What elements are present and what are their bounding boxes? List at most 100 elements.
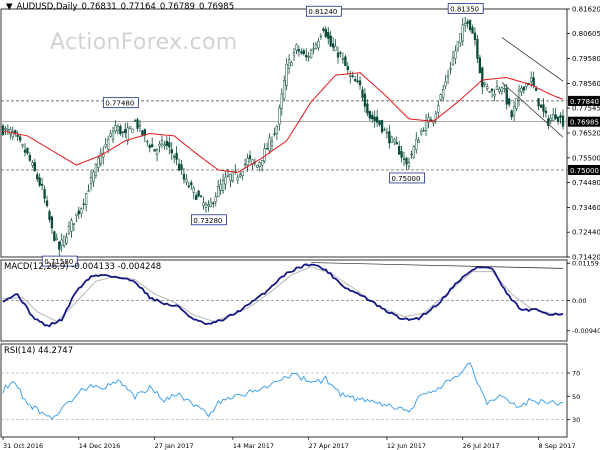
candle-body: [302, 50, 305, 54]
candle-body: [336, 52, 340, 58]
candle-body: [219, 184, 222, 191]
candle-body: [168, 142, 171, 148]
candle-body: [38, 177, 41, 186]
candle-body: [378, 120, 381, 125]
price-level-box: [568, 95, 600, 106]
x-axis-label: 12 Jun 2017: [387, 442, 426, 450]
candle-body: [292, 52, 296, 56]
high-value: 0.77164: [120, 2, 156, 12]
price-annotation-label: 0.81350: [450, 6, 479, 14]
candle-body: [9, 129, 12, 135]
moving-average-line: [2, 72, 564, 173]
channel-lower-line: [501, 82, 564, 138]
rsi-panel-frame: [0, 343, 568, 438]
macd-signal-line: [2, 266, 564, 322]
candle-body: [522, 86, 526, 91]
candle-body: [243, 163, 247, 166]
price-annotation-label: 0.81240: [308, 8, 337, 16]
candle-body: [525, 83, 528, 87]
candle-body: [488, 91, 491, 93]
rsi-tick-label: 30: [572, 416, 580, 424]
candle-body: [476, 38, 479, 59]
candle-body: [258, 162, 261, 167]
candle-body: [290, 62, 293, 66]
candle-body: [48, 211, 51, 220]
candle-body: [4, 128, 7, 130]
collapse-arrow-icon[interactable]: ▼: [6, 2, 13, 12]
candle-body: [114, 125, 117, 132]
candle-body: [192, 187, 195, 193]
candle-body: [439, 94, 442, 100]
candle-body: [241, 171, 244, 176]
candle-body: [449, 68, 452, 70]
price-annotation-box: [305, 5, 342, 17]
candle-body: [542, 104, 545, 112]
candle-body: [217, 186, 220, 198]
candle-body: [31, 162, 34, 166]
candle-body: [459, 33, 462, 44]
x-axis-label: 8 Sep 2017: [539, 442, 576, 450]
candle-body: [351, 75, 354, 77]
candle-body: [490, 88, 494, 92]
candle-body: [204, 203, 208, 208]
candle-body: [390, 136, 393, 143]
candle-body: [77, 210, 80, 215]
candle-body: [251, 159, 254, 165]
candle-body: [195, 195, 198, 200]
price-annotation-box: [191, 214, 227, 226]
x-axis-label: 27 Jan 2017: [155, 442, 194, 450]
candle-body: [312, 48, 315, 50]
candle-body: [207, 204, 210, 207]
candle-body: [18, 136, 22, 141]
candle-body: [58, 241, 61, 250]
candle-body: [464, 23, 467, 26]
candle-body: [552, 114, 555, 121]
candle-body: [481, 67, 484, 88]
price-tick-label: 0.73460: [572, 204, 600, 212]
candle-body: [385, 131, 389, 134]
candle-body: [295, 44, 298, 51]
candle-body: [478, 57, 482, 74]
macd-tick-label: -0.009406: [572, 327, 600, 335]
candle-body: [503, 87, 506, 90]
candle-body: [84, 193, 88, 205]
candle-body: [466, 21, 469, 24]
candle-body: [327, 31, 330, 39]
candle-body: [36, 174, 39, 180]
candle-body: [224, 176, 227, 185]
candle-body: [275, 126, 279, 134]
candle-body: [530, 77, 533, 82]
candle-body: [341, 58, 345, 60]
candle-body: [398, 146, 401, 155]
candle-body: [70, 220, 73, 232]
candle-body: [307, 56, 310, 58]
candle-body: [55, 237, 58, 240]
candle-body: [383, 129, 386, 131]
candle-body: [23, 149, 27, 153]
candle-body: [373, 116, 376, 122]
candle-body: [256, 164, 259, 168]
candle-body: [185, 178, 188, 183]
candle-body: [412, 146, 415, 158]
candle-body: [87, 190, 90, 193]
candle-body: [544, 110, 548, 114]
candle-body: [146, 141, 149, 143]
candle-body: [375, 116, 379, 123]
macd-line: [2, 263, 564, 328]
candle-body: [461, 24, 464, 42]
candle-body: [309, 49, 313, 59]
candle-body: [361, 89, 364, 98]
candle-body: [498, 88, 501, 93]
price-level-label: 0.75000: [570, 167, 599, 175]
candle-body: [424, 120, 428, 132]
price-annotation-label: 0.73280: [193, 217, 222, 225]
candle-body: [520, 87, 523, 93]
candles-group: [1, 16, 565, 257]
symbol-label: AUDUSD,Daily: [16, 2, 78, 12]
candle-body: [317, 40, 320, 49]
macd-header: MACD(12,26,9) -0.004133 -0.004248: [4, 262, 162, 272]
price-annotation-label: 0.75000: [391, 175, 420, 183]
price-annotation-box: [447, 3, 484, 14]
candle-body: [236, 177, 239, 181]
